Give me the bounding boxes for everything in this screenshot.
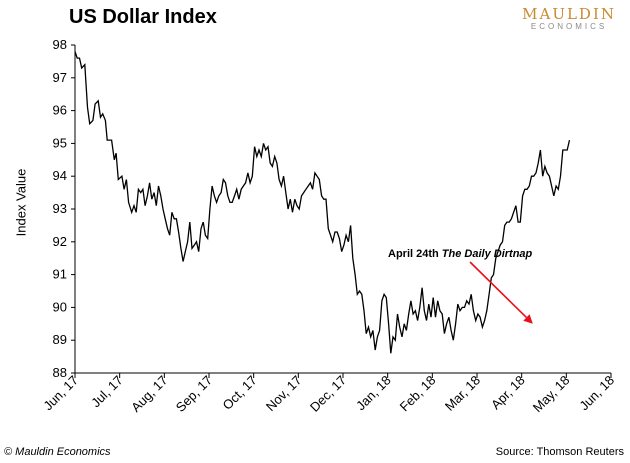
series-line <box>74 51 571 354</box>
x-tick-label: Jun, 18 <box>576 373 617 414</box>
chart-title: US Dollar Index <box>69 6 217 28</box>
y-tick-label: 98 <box>53 37 67 52</box>
logo-line2: ECONOMICS <box>530 22 608 31</box>
annotation: April 24th The Daily Dirtnap <box>388 248 533 324</box>
x-tick-label: Mar, 18 <box>442 373 483 414</box>
x-tick-label: May, 18 <box>530 373 573 416</box>
x-tick-label: Oct, 17 <box>220 373 260 413</box>
x-tick-label: Dec, 17 <box>307 373 349 415</box>
annotation-text: April 24th The Daily Dirtnap <box>388 248 533 260</box>
x-tick-label: Jan, 18 <box>353 373 394 414</box>
y-ticks: 88 89 90 91 92 93 94 95 96 97 98 <box>53 37 75 380</box>
y-tick-label: 91 <box>53 267 67 282</box>
y-tick-label: 97 <box>53 70 67 85</box>
x-ticks: Jun, 17 Jul, 17 Aug, 17 Sep, 17 Oct, 17 Nov, … <box>40 373 617 416</box>
annotation-arrowhead <box>523 314 533 324</box>
x-tick-label: Nov, 17 <box>263 373 305 415</box>
x-tick-label: Jul, 17 <box>88 373 126 411</box>
logo-line1: MAULDIN <box>522 5 616 23</box>
y-tick-label: 94 <box>53 168 67 183</box>
x-tick-label: Apr, 18 <box>488 373 528 413</box>
mauldin-economics-logo: MAULDIN ECONOMICS <box>522 6 616 32</box>
annotation-arrow <box>469 261 527 319</box>
y-tick-label: 92 <box>53 234 67 249</box>
axes <box>74 45 611 374</box>
x-tick-label: Feb, 18 <box>397 373 439 415</box>
y-tick-label: 95 <box>53 135 67 150</box>
y-tick-label: 90 <box>53 299 67 314</box>
y-tick-label: 88 <box>53 365 67 380</box>
y-tick-label: 93 <box>53 201 67 216</box>
x-tick-label: Aug, 17 <box>128 373 170 415</box>
y-tick-label: 96 <box>53 103 67 118</box>
copyright-text: © Mauldin Economics <box>4 446 111 458</box>
source-text: Source: Thomson Reuters <box>495 446 624 458</box>
x-tick-label: Sep, 17 <box>173 373 215 415</box>
y-tick-label: 89 <box>53 332 67 347</box>
